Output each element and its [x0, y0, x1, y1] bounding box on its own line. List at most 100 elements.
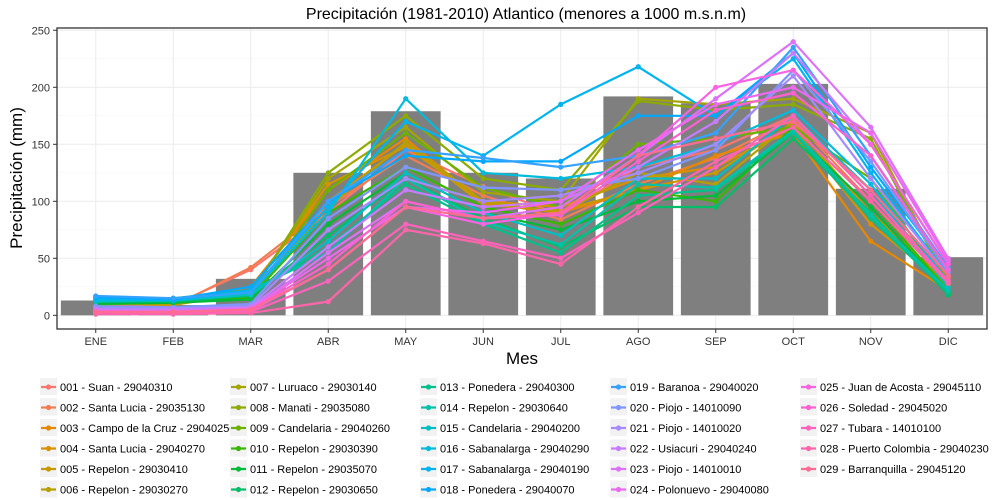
legend-label: 015 - Candelaria - 29040200	[440, 423, 580, 435]
legend-label: 029 - Barranquilla - 29045120	[820, 464, 966, 476]
legend-item: 025 - Juan de Acosta - 29045110	[800, 378, 981, 395]
series-point	[713, 204, 719, 210]
series-point	[945, 261, 951, 267]
series-point	[868, 238, 874, 244]
legend-label: 021 - Piojo - 14010020	[630, 423, 741, 435]
series-point	[325, 278, 331, 284]
series-point	[945, 272, 951, 279]
series-point	[403, 175, 409, 182]
y-tick-label: 50	[38, 253, 50, 265]
series-point	[325, 255, 331, 261]
legend-key-point	[425, 466, 432, 472]
series-point	[635, 113, 641, 119]
legend-label: 026 - Soledad - 29045020	[820, 403, 947, 415]
legend-item: 013 - Ponedera - 29040300	[420, 378, 575, 395]
legend-label: 001 - Suan - 29040310	[60, 382, 173, 394]
legend-item: 018 - Ponedera - 29040070	[420, 480, 575, 498]
legend-item: 021 - Piojo - 14010020	[610, 419, 741, 436]
series-point	[713, 198, 719, 204]
series-point	[558, 261, 564, 267]
legend-key-point	[805, 404, 812, 411]
series-point	[480, 221, 486, 227]
series-point	[480, 210, 486, 216]
series-point	[868, 212, 874, 218]
x-tick-label: NOV	[859, 336, 884, 348]
legend-key-point	[235, 466, 242, 472]
series-point	[325, 261, 331, 267]
series-point	[558, 210, 564, 216]
legend-key-point	[425, 486, 432, 493]
lines-layer	[93, 39, 951, 317]
series-point	[868, 198, 874, 204]
series-point	[558, 204, 564, 210]
series-point	[558, 193, 564, 199]
series-point	[868, 130, 874, 136]
legend-label: 019 - Baranoa - 29040020	[630, 382, 758, 394]
legend-label: 007 - Luruaco - 29030140	[250, 382, 377, 394]
legend-key-point	[45, 486, 52, 493]
series-point	[480, 198, 486, 204]
series-point	[325, 198, 331, 204]
legend-item: 023 - Piojo - 14010010	[610, 460, 741, 477]
series-point	[635, 164, 641, 170]
series-point	[325, 221, 331, 227]
series-point	[790, 56, 796, 62]
legend-key-point	[45, 425, 52, 431]
x-tick-label: ENE	[84, 336, 107, 348]
x-axis-ticks: ENE FEB MAR ABR MAY JUN JUL AGO SEP OCT NOV DIC	[84, 329, 958, 348]
legend-item: 011 - Repelon - 29035070	[230, 460, 377, 477]
x-tick-label: AGO	[626, 336, 651, 348]
legend-key-point	[45, 466, 52, 472]
series-point	[558, 216, 564, 223]
series-point	[480, 155, 486, 161]
series-point	[790, 67, 796, 73]
series-point	[558, 164, 564, 170]
series-point	[558, 255, 564, 261]
series-point	[713, 185, 719, 191]
legend-key-point	[805, 445, 812, 452]
legend-label: 012 - Repelon - 29030650	[250, 485, 378, 497]
series-point	[325, 232, 331, 239]
legend-label: 014 - Repelon - 29030640	[440, 403, 568, 415]
series-point	[713, 147, 719, 153]
series-point	[558, 187, 564, 193]
series-point	[945, 280, 951, 286]
series-29	[93, 118, 951, 315]
series-point	[868, 170, 874, 176]
series-point	[868, 135, 874, 142]
legend-item: 003 - Campo de la Cruz - 29040250	[40, 419, 236, 436]
series-line	[95, 57, 950, 302]
legend-label: 028 - Puerto Colombia - 29040230	[820, 444, 989, 456]
legend-item: 017 - Sabanalarga - 29040190	[420, 460, 589, 477]
series-point	[325, 244, 331, 250]
series-point	[868, 204, 874, 210]
series-point	[868, 193, 874, 199]
series-point	[790, 101, 796, 107]
series-point	[790, 113, 796, 119]
legend-item: 012 - Repelon - 29030650	[230, 480, 378, 498]
x-tick-label: MAR	[239, 336, 264, 348]
series-point	[868, 175, 874, 182]
series-point	[790, 39, 796, 45]
series-point	[403, 147, 409, 153]
series-point	[93, 293, 99, 299]
series-point	[713, 164, 719, 170]
series-point	[635, 204, 641, 210]
series-point	[403, 113, 409, 119]
series-point	[325, 187, 331, 193]
series-point	[558, 101, 564, 107]
series-point	[713, 96, 719, 102]
legend-label: 020 - Piojo - 14010090	[630, 403, 741, 415]
series-point	[558, 250, 564, 256]
y-axis-ticks: 0 50 100 150 200 250	[32, 25, 57, 322]
chart-title: Precipitación (1981-2010) Atlantico (men…	[306, 6, 746, 23]
series-point	[868, 221, 874, 227]
series-point	[635, 210, 641, 216]
series-line	[95, 120, 950, 313]
series-point	[558, 198, 564, 204]
series-point	[248, 289, 254, 296]
legend-key-point	[425, 445, 432, 452]
y-tick-label: 250	[32, 25, 50, 37]
y-tick-label: 150	[32, 139, 50, 151]
legend-key-point	[425, 404, 432, 411]
